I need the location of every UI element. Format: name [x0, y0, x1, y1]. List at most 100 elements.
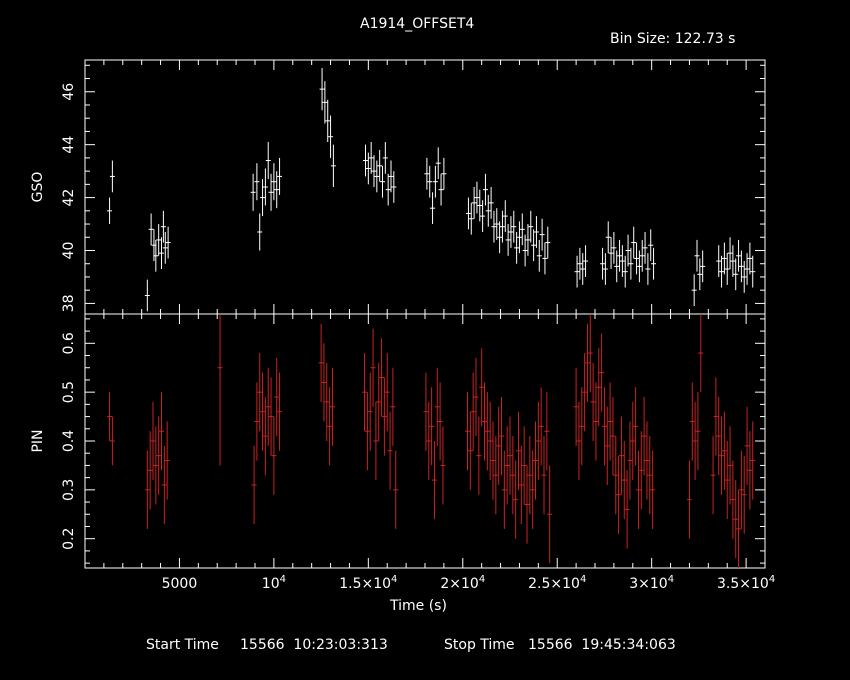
gso-data-point — [477, 189, 483, 222]
gso-data-point — [485, 194, 491, 227]
pin-data-point — [467, 411, 473, 490]
gso-data-point — [491, 210, 497, 243]
pin-data-point — [576, 401, 582, 481]
pin-data-point — [381, 377, 387, 456]
gso-data-point — [691, 274, 697, 307]
pin-data-point — [744, 406, 750, 485]
pin-data-point — [644, 421, 650, 500]
pin-data-point — [327, 387, 333, 466]
pin-data-point — [716, 397, 722, 476]
gso-data-point — [260, 179, 266, 217]
gso-data-point — [435, 147, 441, 180]
pin-data-point — [618, 416, 624, 495]
gso-data-point — [750, 255, 756, 288]
pin-data-point — [601, 387, 607, 466]
pin-data-point — [217, 314, 223, 466]
gso-data-point — [747, 242, 753, 275]
stop-time-label: Stop Time — [444, 637, 515, 653]
gso-data-point — [250, 173, 256, 211]
x-tick-label: 2.5×104 — [528, 574, 586, 592]
pin-data-point — [257, 353, 263, 432]
chart-title: A1914_OFFSET4 — [360, 16, 475, 32]
pin-data-point — [147, 431, 153, 510]
gso-data-point — [465, 197, 471, 230]
gso-data-point — [634, 242, 640, 275]
pin-panel-frame — [84, 313, 766, 569]
pin-data-point — [318, 323, 324, 402]
gso-data-point — [716, 245, 722, 277]
gso-data-point — [265, 142, 271, 180]
gso-data-point — [388, 160, 394, 193]
gso-ytick-label: 40 — [61, 242, 77, 260]
pin-data-point — [533, 421, 538, 500]
gso-data-point — [519, 213, 525, 246]
pin-data-point — [376, 362, 382, 441]
pin-data-point — [638, 431, 644, 510]
pin-data-points — [107, 314, 756, 568]
gso-data-point — [499, 210, 505, 243]
pin-data-point — [484, 392, 490, 471]
gso-data-point — [631, 226, 637, 259]
gso-data-point — [368, 142, 374, 174]
gso-data-point — [608, 237, 614, 270]
pin-data-point — [161, 445, 167, 525]
pin-data-point — [727, 426, 733, 505]
gso-data-point — [721, 242, 727, 275]
x-tick-label: 104 — [262, 574, 286, 592]
gso-ytick-label: 38 — [61, 295, 77, 313]
pin-data-point — [527, 436, 533, 515]
pin-data-point — [724, 441, 730, 520]
gso-data-point — [536, 239, 542, 272]
gso-data-point — [741, 261, 747, 293]
pin-data-point — [633, 387, 639, 466]
gso-data-point — [441, 157, 447, 190]
gso-data-points — [107, 67, 756, 312]
pin-data-point — [423, 372, 429, 451]
gso-data-point — [533, 216, 539, 248]
pin-data-point — [426, 401, 432, 481]
pin-data-point — [150, 401, 156, 481]
pin-data-point — [159, 392, 164, 471]
pin-data-point — [384, 353, 390, 432]
pin-data-point — [254, 382, 260, 461]
gso-data-point — [109, 160, 115, 193]
gso-data-point — [377, 149, 383, 182]
pin-data-point — [510, 436, 516, 515]
gso-data-point — [153, 239, 159, 272]
pin-data-point — [721, 411, 727, 490]
gso-data-point — [733, 258, 739, 291]
gso-data-point — [322, 81, 328, 124]
pin-data-point — [437, 382, 443, 461]
pin-data-point — [604, 406, 610, 485]
pin-data-point — [504, 426, 510, 505]
gso-data-point — [614, 250, 620, 283]
gso-data-point — [694, 239, 700, 272]
pin-data-point — [698, 314, 704, 393]
pin-data-point — [616, 455, 622, 534]
pin-data-point — [440, 426, 446, 505]
gso-data-point — [380, 165, 385, 198]
gso-data-point — [160, 210, 166, 243]
pin-data-point — [650, 450, 656, 529]
pin-data-point — [584, 323, 590, 402]
x-tick-label: 3×104 — [629, 574, 674, 592]
gso-data-point — [619, 245, 625, 277]
pin-ytick-label: 0.2 — [61, 528, 77, 550]
gso-data-point — [600, 247, 606, 280]
gso-data-point — [727, 237, 733, 270]
pin-data-point — [747, 431, 753, 510]
pin-data-point — [431, 441, 437, 520]
pin-data-point — [434, 367, 440, 446]
pin-data-point — [535, 401, 541, 481]
pin-data-point — [573, 367, 579, 446]
pin-data-point — [590, 362, 596, 441]
pin-data-point — [507, 416, 513, 495]
pin-ytick-label: 0.6 — [61, 332, 77, 354]
pin-data-point — [541, 436, 547, 515]
pin-data-point — [268, 377, 274, 456]
gso-data-point — [522, 234, 528, 267]
gso-data-point — [719, 255, 725, 288]
pin-data-point — [277, 372, 283, 451]
gso-data-point — [636, 250, 642, 283]
gso-data-point — [651, 247, 657, 280]
